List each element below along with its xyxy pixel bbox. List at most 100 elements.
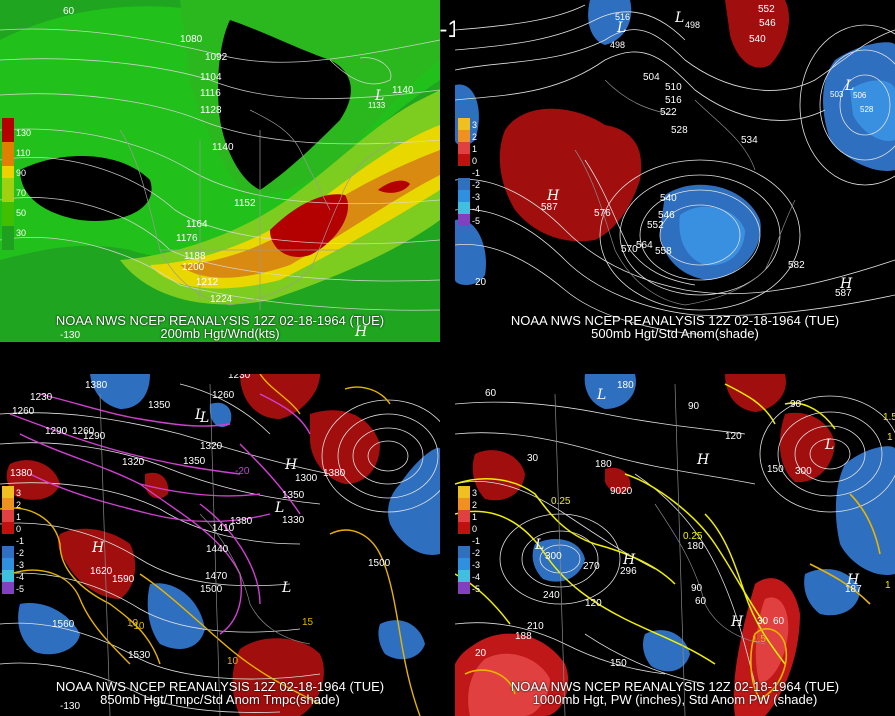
- svg-text:20: 20: [475, 277, 487, 288]
- svg-text:587: 587: [541, 202, 558, 213]
- svg-text:1380: 1380: [85, 380, 108, 391]
- svg-text:1320: 1320: [200, 441, 223, 452]
- svg-text:180: 180: [687, 541, 704, 552]
- svg-text:1: 1: [885, 580, 891, 591]
- legend-label: 0: [472, 524, 478, 534]
- svg-text:H: H: [622, 552, 636, 568]
- panel-500mb-height-anomaly: 516 498 498 552 546 540 504 510 516 522 …: [455, 0, 895, 342]
- svg-text:510: 510: [665, 82, 682, 93]
- svg-text:-130: -130: [60, 330, 80, 341]
- svg-text:528: 528: [671, 125, 688, 136]
- svg-text:30: 30: [757, 616, 769, 627]
- map-850mb: 1380 1260 1230 1350 1260 1290 1320 1230 …: [0, 374, 440, 716]
- svg-text:1560: 1560: [52, 619, 75, 630]
- svg-text:10: 10: [127, 618, 139, 629]
- map-1000mb: 180 60 30 120 90 90 150 180 180 120 90 6…: [455, 374, 895, 716]
- svg-text:L: L: [844, 78, 854, 94]
- svg-text:1140: 1140: [212, 142, 234, 153]
- svg-text:1330: 1330: [282, 515, 305, 526]
- svg-text:546: 546: [759, 18, 776, 29]
- svg-text:564: 564: [636, 240, 653, 251]
- svg-text:522: 522: [660, 107, 677, 118]
- panel-subcaption: 200mb Hgt/Wnd(kts): [160, 326, 280, 341]
- legend-label: -4: [472, 572, 481, 582]
- svg-text:558: 558: [655, 246, 672, 257]
- svg-text:1176: 1176: [176, 233, 198, 244]
- legend-label: -1: [472, 536, 481, 546]
- legend-label: 3: [472, 120, 478, 130]
- legend-label: 130: [16, 128, 32, 138]
- svg-text:L: L: [274, 500, 284, 516]
- svg-text:120: 120: [585, 598, 602, 609]
- svg-text:-20: -20: [235, 466, 250, 477]
- legend-wind-speed: 130 110 90 70 50 30: [2, 118, 31, 250]
- svg-text:H: H: [696, 452, 710, 468]
- svg-text:1620: 1620: [90, 566, 113, 577]
- svg-text:1380: 1380: [230, 516, 253, 527]
- legend-label: 2: [472, 500, 478, 510]
- svg-text:587: 587: [835, 288, 852, 299]
- legend-label: -2: [472, 548, 481, 558]
- svg-text:1350: 1350: [183, 456, 206, 467]
- svg-text:187: 187: [845, 584, 862, 595]
- svg-text:120: 120: [725, 431, 742, 442]
- svg-text:1290: 1290: [83, 431, 106, 442]
- panel-subcaption: 500mb Hgt/Std Anom(shade): [591, 326, 759, 341]
- svg-text:1104: 1104: [200, 72, 222, 83]
- svg-text:540: 540: [660, 193, 677, 204]
- svg-text:L: L: [199, 410, 209, 426]
- legend-temp-anomaly: 3 2 1 0 -1 -2 -3 -4 -5: [2, 486, 24, 594]
- svg-text:L: L: [534, 537, 544, 553]
- svg-text:L: L: [824, 437, 834, 453]
- panel-subcaption: 1000mb Hgt, PW (inches), Std Anom PW (sh…: [532, 692, 818, 707]
- svg-text:H: H: [284, 457, 298, 473]
- svg-text:516: 516: [665, 95, 682, 106]
- svg-text:516: 516: [615, 12, 630, 22]
- svg-text:L: L: [616, 20, 626, 36]
- svg-text:1212: 1212: [196, 277, 219, 288]
- panel-caption: NOAA NWS NCEP REANALYSIS 12Z 02-18-1964 …: [55, 679, 385, 694]
- svg-text:60: 60: [63, 6, 75, 17]
- panel-1000mb-height-pw: 180 60 30 120 90 90 150 180 180 120 90 6…: [455, 374, 895, 716]
- svg-text:H: H: [546, 188, 560, 204]
- svg-text:1080: 1080: [180, 34, 203, 45]
- svg-text:1260: 1260: [212, 390, 235, 401]
- legend-label: 3: [472, 488, 478, 498]
- svg-text:1380: 1380: [10, 468, 33, 479]
- svg-text:L: L: [374, 88, 384, 104]
- legend-pw-anomaly: 3 2 1 0 -1 -2 -3 -4 -5: [458, 486, 480, 594]
- legend-label: -3: [472, 560, 481, 570]
- legend-label: 0: [16, 524, 22, 534]
- svg-text:498: 498: [610, 40, 625, 50]
- svg-text:30: 30: [527, 453, 539, 464]
- svg-text:1440: 1440: [206, 544, 229, 555]
- panel-caption: NOAA NWS NCEP REANALYSIS 12Z 02-18-1964 …: [55, 313, 385, 328]
- svg-text:180: 180: [595, 459, 612, 470]
- legend-label: 50: [16, 208, 27, 218]
- svg-text:L: L: [194, 407, 204, 423]
- svg-text:506: 506: [853, 91, 867, 100]
- svg-text:1290: 1290: [45, 426, 68, 437]
- svg-text:534: 534: [741, 135, 758, 146]
- panel-200mb-height-wind: 60 1080 1092 1104 1116 1128 1140 1152 11…: [0, 0, 440, 342]
- svg-text:15: 15: [302, 617, 314, 628]
- svg-text:296: 296: [620, 566, 637, 577]
- svg-text:1.5: 1.5: [752, 634, 766, 645]
- panel-subcaption: 850mb Hgt/Tmpc/Std Anom Tmpc(shade): [100, 692, 340, 707]
- svg-text:90: 90: [688, 401, 700, 412]
- legend-label: -3: [16, 560, 25, 570]
- svg-text:546: 546: [658, 210, 675, 221]
- svg-text:150: 150: [610, 658, 627, 669]
- svg-text:1470: 1470: [205, 571, 228, 582]
- legend-label: 90: [16, 168, 27, 178]
- svg-text:240: 240: [543, 590, 560, 601]
- legend-label: 3: [16, 488, 22, 498]
- svg-text:150: 150: [767, 464, 784, 475]
- svg-text:H: H: [354, 324, 368, 340]
- svg-text:1230: 1230: [30, 392, 53, 403]
- svg-text:1230: 1230: [228, 374, 251, 381]
- svg-text:H: H: [91, 540, 105, 556]
- svg-text:1: 1: [887, 432, 893, 443]
- svg-text:300: 300: [545, 551, 562, 562]
- svg-text:60: 60: [773, 616, 785, 627]
